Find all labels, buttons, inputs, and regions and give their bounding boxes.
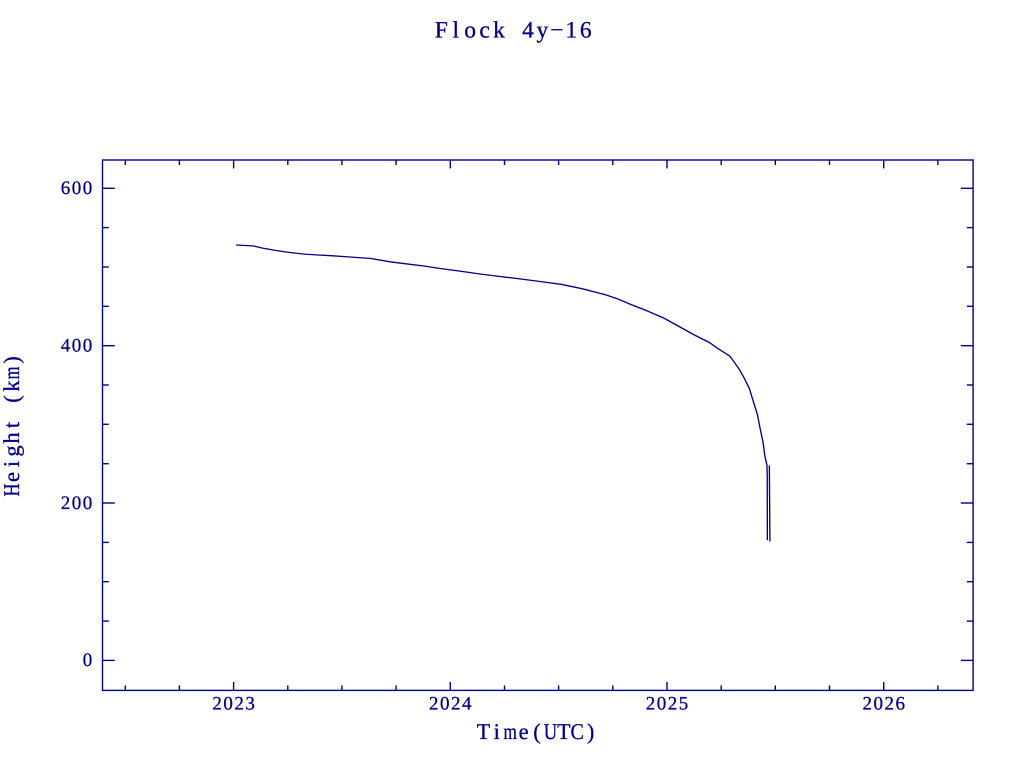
svg-text:Height(km): Height(km) bbox=[0, 356, 24, 496]
svg-text:600: 600 bbox=[61, 178, 93, 199]
svg-text:400: 400 bbox=[61, 335, 93, 356]
svg-text:2025: 2025 bbox=[646, 694, 689, 715]
svg-text:200: 200 bbox=[61, 493, 93, 514]
svg-text:0: 0 bbox=[83, 650, 93, 671]
svg-text:2024: 2024 bbox=[429, 694, 472, 715]
svg-text:2023: 2023 bbox=[212, 694, 255, 715]
svg-text:2026: 2026 bbox=[862, 694, 905, 715]
